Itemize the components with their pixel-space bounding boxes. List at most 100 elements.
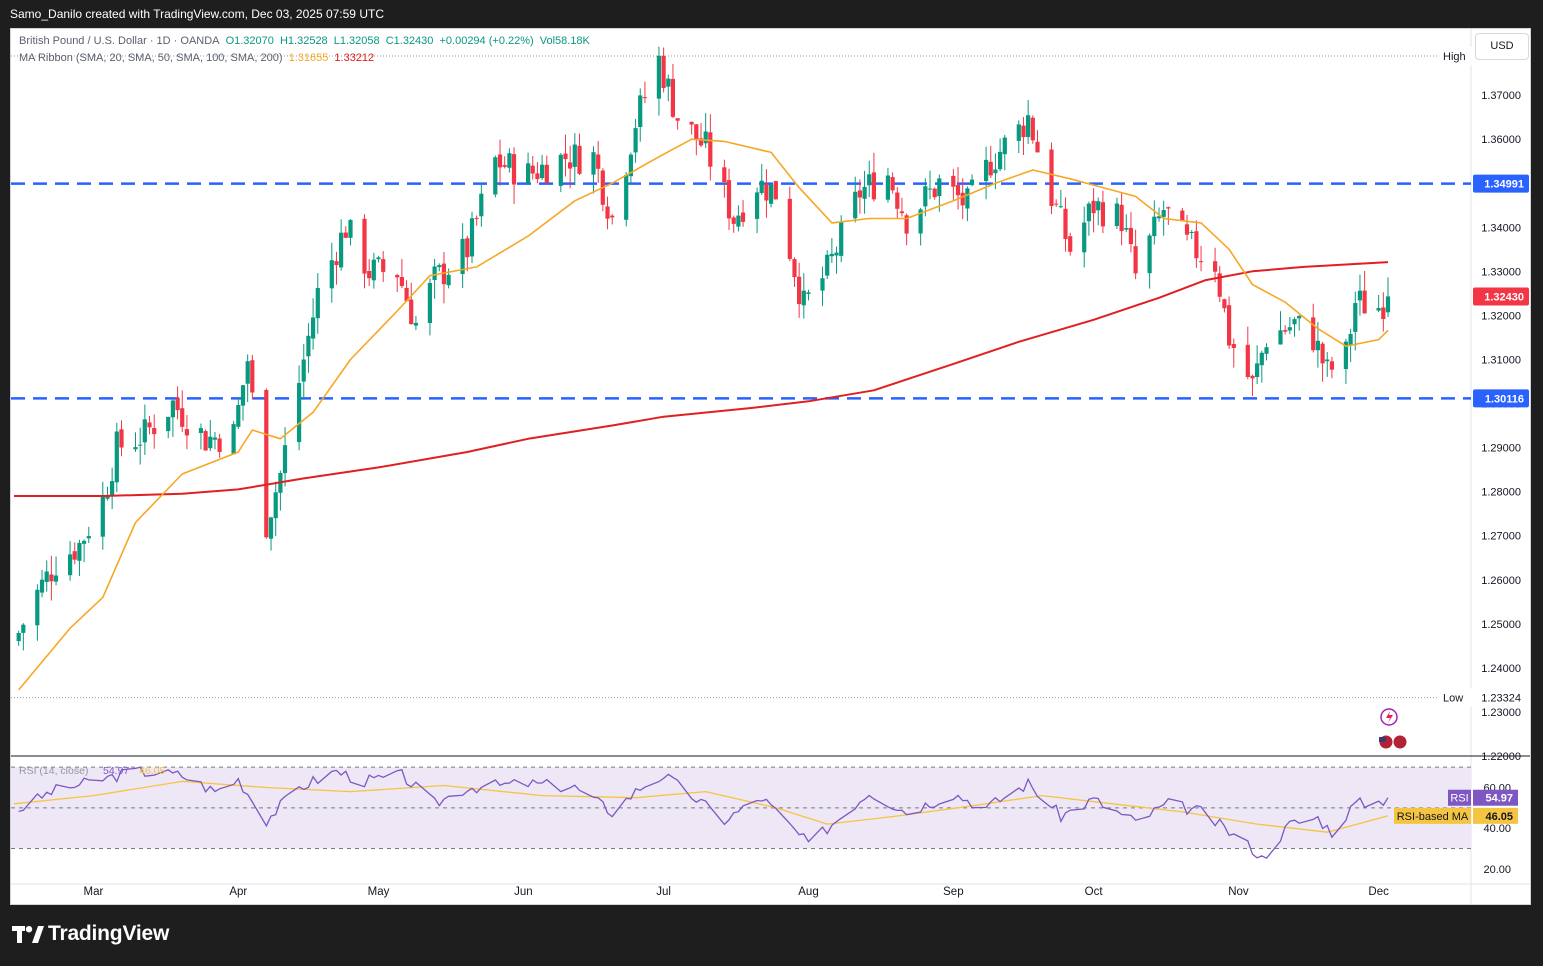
candle-body: [834, 252, 839, 256]
candle-body: [465, 238, 470, 258]
candle-body: [198, 428, 203, 433]
symbol-name: British Pound / U.S. Dollar · 1D · OANDA: [19, 35, 220, 47]
candle-body: [427, 283, 432, 323]
candle-body: [1063, 208, 1068, 239]
symbol-legend[interactable]: British Pound / U.S. Dollar · 1D · OANDA…: [19, 35, 593, 47]
rsi-ma-tag: RSI-based MA: [1397, 811, 1469, 823]
price-tick-label: 1.33000: [1481, 266, 1521, 278]
candle-body: [114, 431, 119, 483]
chart-frame[interactable]: 1.370001.360001.350001.340001.330001.320…: [10, 28, 1531, 905]
candle-body: [1231, 344, 1236, 348]
last-price-tag-bg: [1473, 287, 1529, 306]
candle-body: [708, 132, 713, 167]
candle-body: [376, 257, 381, 260]
candle-body: [68, 554, 73, 576]
candle-body: [666, 78, 671, 87]
candle-body: [1035, 141, 1040, 153]
candle-body: [1124, 228, 1129, 230]
currency-button[interactable]: USD: [1475, 33, 1529, 60]
candle-body: [689, 121, 694, 125]
footer: TradingView: [0, 905, 1543, 966]
price-tick-label: 1.29000: [1481, 443, 1521, 455]
candle-body: [895, 192, 900, 209]
candle-body: [998, 151, 1003, 170]
time-tick-label: Mar: [84, 886, 104, 898]
candle-body: [1156, 216, 1162, 219]
candle-body: [138, 444, 143, 446]
candle-body: [1002, 137, 1007, 155]
candle-body: [1119, 204, 1124, 232]
candle-body: [250, 360, 255, 393]
candle-body: [1264, 347, 1269, 354]
candle-body: [343, 232, 348, 238]
candle-body: [1049, 149, 1054, 206]
candle-body: [1180, 210, 1185, 222]
time-tick-label: Dec: [1368, 886, 1389, 898]
candle-body: [642, 97, 647, 99]
ma20-value: 1.31655: [288, 52, 329, 64]
candle-body: [563, 153, 568, 160]
candle-body: [769, 184, 774, 204]
support-value-tag-bg: [1473, 389, 1529, 408]
uk-flag-icon: [1392, 734, 1408, 750]
candle-body: [381, 259, 386, 272]
candle-body: [1021, 125, 1026, 138]
candle-body: [797, 276, 802, 305]
candle-body: [133, 447, 138, 450]
candle-body: [526, 163, 531, 184]
candle-body: [35, 589, 40, 626]
candle-body: [1376, 308, 1381, 311]
candle-body: [857, 190, 862, 198]
price-tick-label: 1.34000: [1481, 222, 1521, 234]
price-tick-label: 1.26000: [1481, 575, 1521, 587]
candle-body: [722, 167, 727, 182]
candle-body: [1325, 359, 1330, 362]
candle-body: [184, 429, 189, 436]
candle-body: [1096, 201, 1101, 211]
candle-body: [969, 179, 975, 186]
candle-body: [937, 178, 942, 197]
candle-body: [152, 428, 157, 435]
price-tick-label: 1.27000: [1481, 531, 1521, 543]
candle-body: [142, 419, 147, 443]
candle-body: [825, 254, 830, 276]
price-tick-label: 1.31000: [1481, 354, 1521, 366]
candle-body: [773, 181, 778, 200]
candle-body: [1250, 375, 1255, 379]
candle-body: [1381, 307, 1386, 319]
time-tick-label: Aug: [798, 886, 818, 898]
candle-body: [1297, 315, 1302, 319]
candle-body: [1217, 273, 1222, 297]
candle-body: [568, 162, 573, 169]
ohlc-low: L1.32058: [333, 35, 380, 47]
resistance-value-tag-bg: [1473, 174, 1529, 193]
candle-body: [544, 164, 549, 184]
candle-body: [1128, 227, 1133, 244]
candle-body: [661, 55, 666, 88]
time-tick-label: Nov: [1228, 886, 1249, 898]
candle-body: [740, 212, 746, 222]
chart-canvas[interactable]: 1.370001.360001.350001.340001.330001.320…: [11, 29, 1531, 905]
candle-body: [759, 180, 764, 193]
time-tick-label: Sep: [943, 886, 963, 898]
candle-body: [1166, 207, 1171, 209]
candle-body: [441, 263, 446, 285]
candle-body: [656, 55, 661, 99]
high-label: High: [1443, 51, 1466, 63]
candle-body: [591, 152, 596, 175]
candle-body: [1343, 341, 1348, 369]
candle-body: [1227, 305, 1232, 346]
candle-body: [306, 335, 311, 357]
candle-body: [572, 144, 577, 167]
ma-ribbon-legend[interactable]: MA Ribbon (SMA, 20, SMA, 50, SMA, 100, S…: [19, 52, 377, 64]
candle-body: [558, 154, 563, 186]
candle-body: [49, 574, 54, 582]
candle-body: [736, 215, 741, 227]
candle-body: [282, 445, 288, 474]
candle-body: [432, 266, 437, 280]
candle-body: [311, 317, 316, 339]
candle-body: [203, 431, 208, 451]
rsi-ma-value-tag: 46.05: [1485, 811, 1513, 823]
candle-body: [105, 495, 110, 499]
time-tick-label: Oct: [1085, 886, 1104, 898]
